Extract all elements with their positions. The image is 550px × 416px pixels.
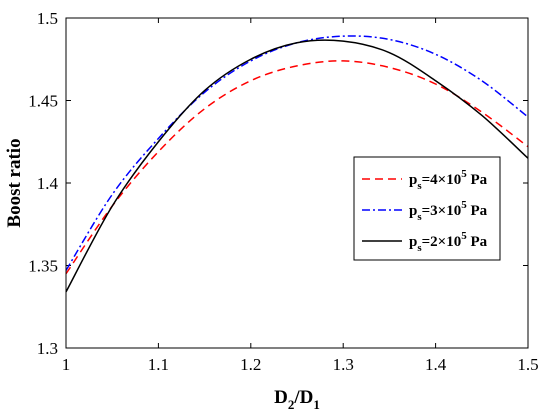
x-tick-label: 1.3 xyxy=(333,355,354,374)
x-tick-label: 1.4 xyxy=(425,355,447,374)
series-line-3 xyxy=(65,39,529,293)
legend-label-1: ps=4×105 Pa xyxy=(409,168,488,192)
y-tick-label: 1.3 xyxy=(37,339,58,358)
x-tick-label: 1.1 xyxy=(148,355,169,374)
legend-label-2: ps=3×105 Pa xyxy=(409,199,488,223)
plot-frame xyxy=(65,17,529,349)
y-axis-label: Boost ratio xyxy=(4,138,25,227)
y-tick-label: 1.4 xyxy=(37,174,59,193)
legend: ps=4×105 Pa ps=3×105 Pa ps=2×105 Pa xyxy=(353,156,501,261)
x-axis-label: D2/D1 xyxy=(274,387,320,412)
series-line-1 xyxy=(65,60,529,275)
y-tick-label: 1.35 xyxy=(28,257,58,276)
x-tick-label: 1 xyxy=(62,355,71,374)
legend-label-3: ps=2×105 Pa xyxy=(409,230,488,254)
legend-box xyxy=(353,156,501,261)
series-lines xyxy=(65,35,529,293)
y-tick-label: 1.45 xyxy=(28,92,58,111)
x-tick-label: 1.5 xyxy=(517,355,538,374)
y-tick-label: 1.5 xyxy=(37,9,58,28)
tick-labels: 1 1.1 1.2 1.3 1.4 1.5 1.3 1.35 1.4 1.45 1.5 xyxy=(28,9,538,374)
x-tick-label: 1.2 xyxy=(240,355,261,374)
